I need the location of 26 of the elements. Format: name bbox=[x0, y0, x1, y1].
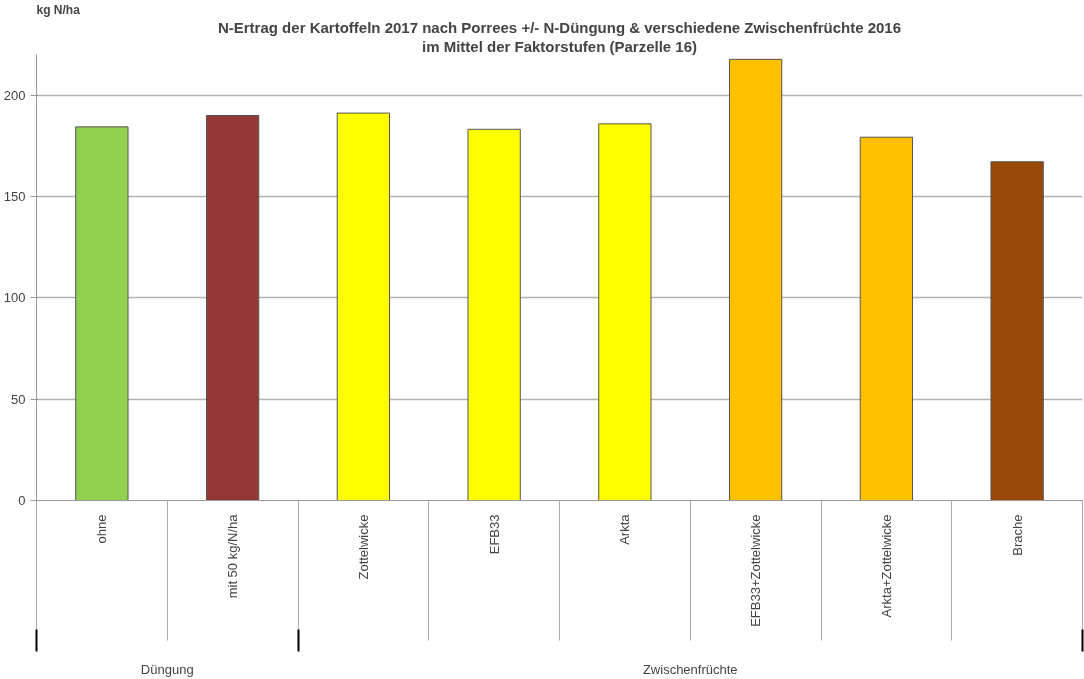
x-tick-label: Arkta bbox=[617, 513, 633, 545]
y-tick-label: 0 bbox=[18, 493, 26, 508]
x-tick-label: EFB33 bbox=[486, 514, 502, 555]
x-tick-label: Arkta+Zottelwicke bbox=[878, 514, 894, 618]
x-tick-label: Zottelwicke bbox=[355, 514, 371, 580]
bar bbox=[859, 136, 914, 501]
text: Düngung bbox=[140, 661, 194, 677]
y-tick-label: 200 bbox=[3, 87, 26, 103]
x-tick-label: EFB33+Zottelwicke bbox=[748, 514, 764, 627]
bar bbox=[336, 112, 391, 501]
y-tick-label: 50 bbox=[11, 391, 26, 407]
bar bbox=[467, 128, 521, 501]
bar bbox=[598, 123, 652, 501]
y-tick-label: 100 bbox=[3, 290, 26, 306]
bar bbox=[205, 115, 260, 501]
y-tick-label: 150 bbox=[3, 188, 26, 204]
x-tick-label: mit 50 kg/N/ha bbox=[225, 513, 241, 599]
y-axis-title: kg N/ha bbox=[36, 2, 81, 17]
x-tick-label: ohne bbox=[94, 514, 110, 544]
bar bbox=[728, 58, 783, 501]
bar bbox=[990, 161, 1044, 501]
chart-title: N-Ertrag der Kartoffeln 2017 nach Porrees +/- N-Düngung & verschiedene Zwischenfrüchte 2016 bbox=[217, 18, 902, 36]
x-tick-label: Brache bbox=[1009, 514, 1025, 556]
bar bbox=[75, 126, 129, 501]
text: Zwischenfrüchte bbox=[642, 661, 738, 677]
chart-subtitle: im Mittel der Faktorstufen (Parzelle 16) bbox=[421, 37, 698, 55]
